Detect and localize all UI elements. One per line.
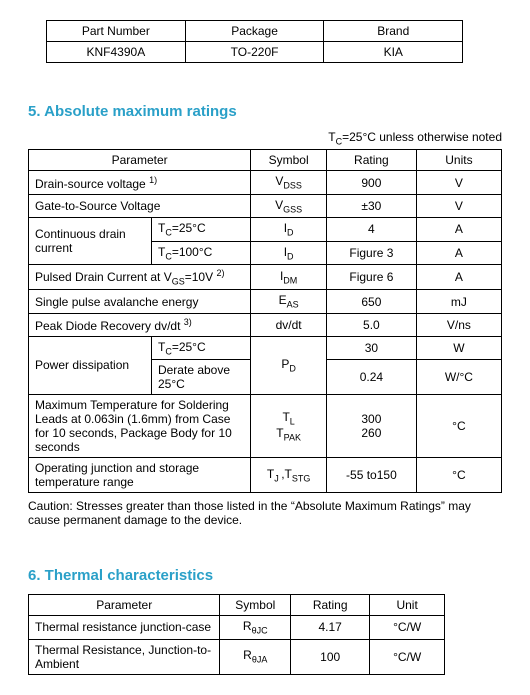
t6-r2-unit: °C/W (370, 639, 445, 674)
col-part-number: Part Number (47, 21, 186, 42)
r5-rating: 650 (326, 290, 416, 313)
r7-units1: W (416, 336, 501, 359)
r1-param: Drain-source voltage 1) (29, 171, 251, 194)
r8-units: °C (416, 395, 501, 458)
r5-units: mJ (416, 290, 501, 313)
abs-max-table: Parameter Symbol Rating Units Drain-sour… (28, 149, 502, 493)
t6-hdr-unit: Unit (370, 595, 445, 616)
r3-symbol1: ID (251, 218, 327, 241)
r8-param: Maximum Temperature for Soldering Leads … (29, 395, 251, 458)
t6-hdr-param: Parameter (29, 595, 220, 616)
r4-param: Pulsed Drain Current at VGS=10V 2) (29, 264, 251, 289)
section5-condition: TC=25°C unless otherwise noted (28, 130, 502, 146)
r6-param: Peak Diode Recovery dv/dt 3) (29, 313, 251, 336)
section5-caution: Caution: Stresses greater than those lis… (28, 499, 502, 527)
r3-units2: A (416, 241, 501, 264)
r9-rating: -55 to150 (326, 458, 416, 493)
t6-r2-symbol: RθJA (220, 639, 291, 674)
r9-param: Operating junction and storage temperatu… (29, 458, 251, 493)
r2-symbol: VGSS (251, 194, 327, 217)
hdr-parameter: Parameter (29, 150, 251, 171)
r1-rating: 900 (326, 171, 416, 194)
t6-hdr-symbol: Symbol (220, 595, 291, 616)
r4-symbol: IDM (251, 264, 327, 289)
r1-symbol: VDSS (251, 171, 327, 194)
r2-rating: ±30 (326, 194, 416, 217)
t6-hdr-rating: Rating (291, 595, 370, 616)
r8-symbol: TL TPAK (251, 395, 327, 458)
r2-units: V (416, 194, 501, 217)
r4-units: A (416, 264, 501, 289)
r6-rating: 5.0 (326, 313, 416, 336)
r7-rating2: 0.24 (326, 360, 416, 395)
r9-symbol: TJ ,TSTG (251, 458, 327, 493)
t6-r1-symbol: RθJC (220, 616, 291, 639)
r7-cond1: TC=25°C (151, 336, 250, 359)
col-brand: Brand (324, 21, 463, 42)
r6-symbol: dv/dt (251, 313, 327, 336)
r3-symbol2: ID (251, 241, 327, 264)
r7-param: Power dissipation (29, 336, 152, 394)
val-brand: KIA (324, 42, 463, 63)
r7-units2: W/°C (416, 360, 501, 395)
r3-rating1: 4 (326, 218, 416, 241)
r3-units1: A (416, 218, 501, 241)
section5-title: 5. Absolute maximum ratings (28, 103, 502, 120)
r7-rating1: 30 (326, 336, 416, 359)
r3-param: Continuous drain current (29, 218, 152, 265)
t6-r2-rating: 100 (291, 639, 370, 674)
r5-symbol: EAS (251, 290, 327, 313)
hdr-rating: Rating (326, 150, 416, 171)
t6-r1-rating: 4.17 (291, 616, 370, 639)
t6-r1-param: Thermal resistance junction-case (29, 616, 220, 639)
r8-rating: 300260 (326, 395, 416, 458)
part-header-table: Part Number Package Brand KNF4390A TO-22… (46, 20, 463, 63)
section6-title: 6. Thermal characteristics (28, 567, 502, 584)
r5-param: Single pulse avalanche energy (29, 290, 251, 313)
r4-rating: Figure 6 (326, 264, 416, 289)
thermal-table: Parameter Symbol Rating Unit Thermal res… (28, 594, 445, 674)
r3-cond1: TC=25°C (151, 218, 250, 241)
val-part-number: KNF4390A (47, 42, 186, 63)
t6-r2-param: Thermal Resistance, Junction-to-Ambient (29, 639, 220, 674)
r1-units: V (416, 171, 501, 194)
hdr-symbol: Symbol (251, 150, 327, 171)
r6-units: V/ns (416, 313, 501, 336)
r3-cond2: TC=100°C (151, 241, 250, 264)
r3-rating2: Figure 3 (326, 241, 416, 264)
t6-r1-unit: °C/W (370, 616, 445, 639)
r9-units: °C (416, 458, 501, 493)
val-package: TO-220F (185, 42, 324, 63)
r7-cond2: Derate above 25°C (151, 360, 250, 395)
r7-symbol: PD (251, 336, 327, 394)
col-package: Package (185, 21, 324, 42)
r2-param: Gate-to-Source Voltage (29, 194, 251, 217)
hdr-units: Units (416, 150, 501, 171)
